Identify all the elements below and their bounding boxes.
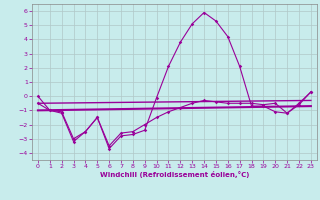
X-axis label: Windchill (Refroidissement éolien,°C): Windchill (Refroidissement éolien,°C)	[100, 171, 249, 178]
